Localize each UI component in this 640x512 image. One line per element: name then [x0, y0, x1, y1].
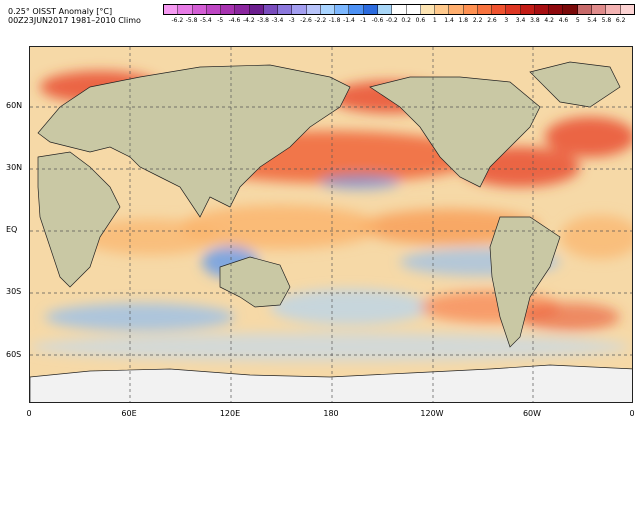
colorbar-tick-label: 5.4 — [587, 17, 597, 24]
colorbar-swatch — [577, 5, 592, 14]
colorbar-tick-label: 1.4 — [444, 17, 454, 24]
colorbar-tick-label: 2.6 — [487, 17, 497, 24]
colorbar-tick-label: -5.4 — [200, 17, 212, 24]
colorbar-swatch — [192, 5, 207, 14]
colorbar-swatch — [506, 5, 521, 14]
colorbar-tick-label: -2.6 — [300, 17, 312, 24]
colorbar-tick-label: 2.2 — [472, 17, 483, 24]
colorbar-swatch — [349, 5, 364, 14]
colorbar-swatch — [477, 5, 493, 14]
colorbar-swatch — [606, 5, 621, 14]
colorbar-tick-label: 0.6 — [415, 17, 426, 24]
map-subtitle: 00Z23JUN2017 1981–2010 Climo — [8, 16, 141, 25]
colorbar-swatch — [377, 5, 393, 14]
colorbar-swatch — [520, 5, 535, 14]
colorbar-tick-label: -3.8 — [257, 17, 269, 24]
colorbar-tick-label: -4.2 — [242, 17, 255, 24]
colorbar-tick-label: -3 — [288, 17, 295, 24]
colorbar-tick-label: -0.6 — [371, 17, 384, 24]
colorbar-tick-label: 1.8 — [458, 17, 469, 24]
colorbar-swatch — [206, 5, 222, 14]
lon-label: 120W — [420, 409, 444, 418]
colorbar-tick-label: -4.6 — [228, 17, 241, 24]
colorbar-tick-label: 1 — [432, 17, 437, 24]
colorbar-swatch — [292, 5, 307, 14]
colorbar-swatch — [363, 5, 378, 14]
north-america — [369, 76, 541, 188]
greenland — [529, 61, 621, 108]
colorbar-tick-label: 5.8 — [601, 17, 612, 24]
lon-label: 120E — [219, 409, 241, 418]
colorbar-swatch — [235, 5, 250, 14]
colorbar-tick-label: 5 — [575, 17, 580, 24]
colorbar-tick-label: -1.4 — [343, 17, 355, 24]
colorbar-tick-label: -6.2 — [171, 17, 184, 24]
colorbar-swatch — [534, 5, 550, 14]
colorbar-swatches — [163, 4, 635, 15]
colorbar-tick-label: 6.2 — [615, 17, 626, 24]
colorbar-swatch — [249, 5, 264, 14]
colorbar-swatch — [591, 5, 607, 14]
australia — [219, 256, 291, 308]
lat-label: 30S — [6, 287, 22, 296]
colorbar-tick-label: 0.2 — [401, 17, 411, 24]
colorbar-swatch — [278, 5, 293, 14]
colorbar-labels: -6.2 -5.8 -5.4 -5 -4.6 -4.2 -3.8 -3.4 -3 -2.6 -2.2… — [163, 17, 635, 27]
colorbar-tick-label: 4.2 — [544, 17, 554, 24]
colorbar-swatch — [392, 5, 407, 14]
colorbar-swatch — [620, 5, 634, 14]
africa — [37, 151, 121, 288]
colorbar-tick-label: -5.8 — [185, 17, 198, 24]
colorbar-swatch — [563, 5, 578, 14]
map-title: 0.25° OISST Anomaly [°C] — [8, 7, 113, 16]
colorbar-swatch — [420, 5, 436, 14]
lon-label: 60E — [121, 409, 137, 418]
colorbar-tick-label: -3.4 — [271, 17, 284, 24]
sst-anomaly-map — [29, 46, 633, 403]
colorbar-tick-label: 3.8 — [530, 17, 540, 24]
colorbar-tick-label: -5 — [217, 17, 224, 24]
lat-label: 60S — [6, 350, 22, 359]
lon-label: 60W — [522, 409, 542, 418]
lat-label: 30N — [6, 163, 23, 172]
south-america — [489, 216, 561, 348]
lat-label: 60N — [6, 101, 23, 110]
colorbar-swatch — [335, 5, 350, 14]
colorbar-tick-label: -1 — [360, 17, 367, 24]
colorbar-swatch — [449, 5, 464, 14]
gridlines — [30, 47, 632, 402]
colorbar-swatch — [549, 5, 564, 14]
eurasia — [37, 64, 351, 218]
colorbar-swatch — [492, 5, 507, 14]
continents — [37, 61, 621, 348]
map-svg — [30, 47, 632, 402]
colorbar-tick-label: 4.6 — [558, 17, 569, 24]
lat-label: EQ — [6, 225, 18, 234]
lon-label: 180 — [323, 409, 339, 418]
lon-label: 0 — [26, 409, 32, 418]
colorbar: -6.2 -5.8 -5.4 -5 -4.6 -4.2 -3.8 -3.4 -3 -2.6 -2.2… — [163, 4, 635, 34]
colorbar-swatch — [463, 5, 478, 14]
colorbar-swatch — [221, 5, 236, 14]
colorbar-swatch — [406, 5, 421, 14]
lon-label: 0 — [629, 409, 635, 418]
colorbar-tick-label: 3 — [504, 17, 509, 24]
colorbar-swatch — [320, 5, 336, 14]
antarctica — [30, 364, 632, 402]
colorbar-tick-label: -1.8 — [328, 17, 341, 24]
colorbar-swatch — [435, 5, 450, 14]
colorbar-swatch — [306, 5, 321, 14]
colorbar-swatch — [263, 5, 279, 14]
colorbar-tick-label: -2.2 — [314, 17, 327, 24]
colorbar-tick-label: 3.4 — [515, 17, 526, 24]
colorbar-tick-label: -0.2 — [385, 17, 398, 24]
colorbar-swatch — [164, 5, 179, 14]
colorbar-swatch — [178, 5, 193, 14]
